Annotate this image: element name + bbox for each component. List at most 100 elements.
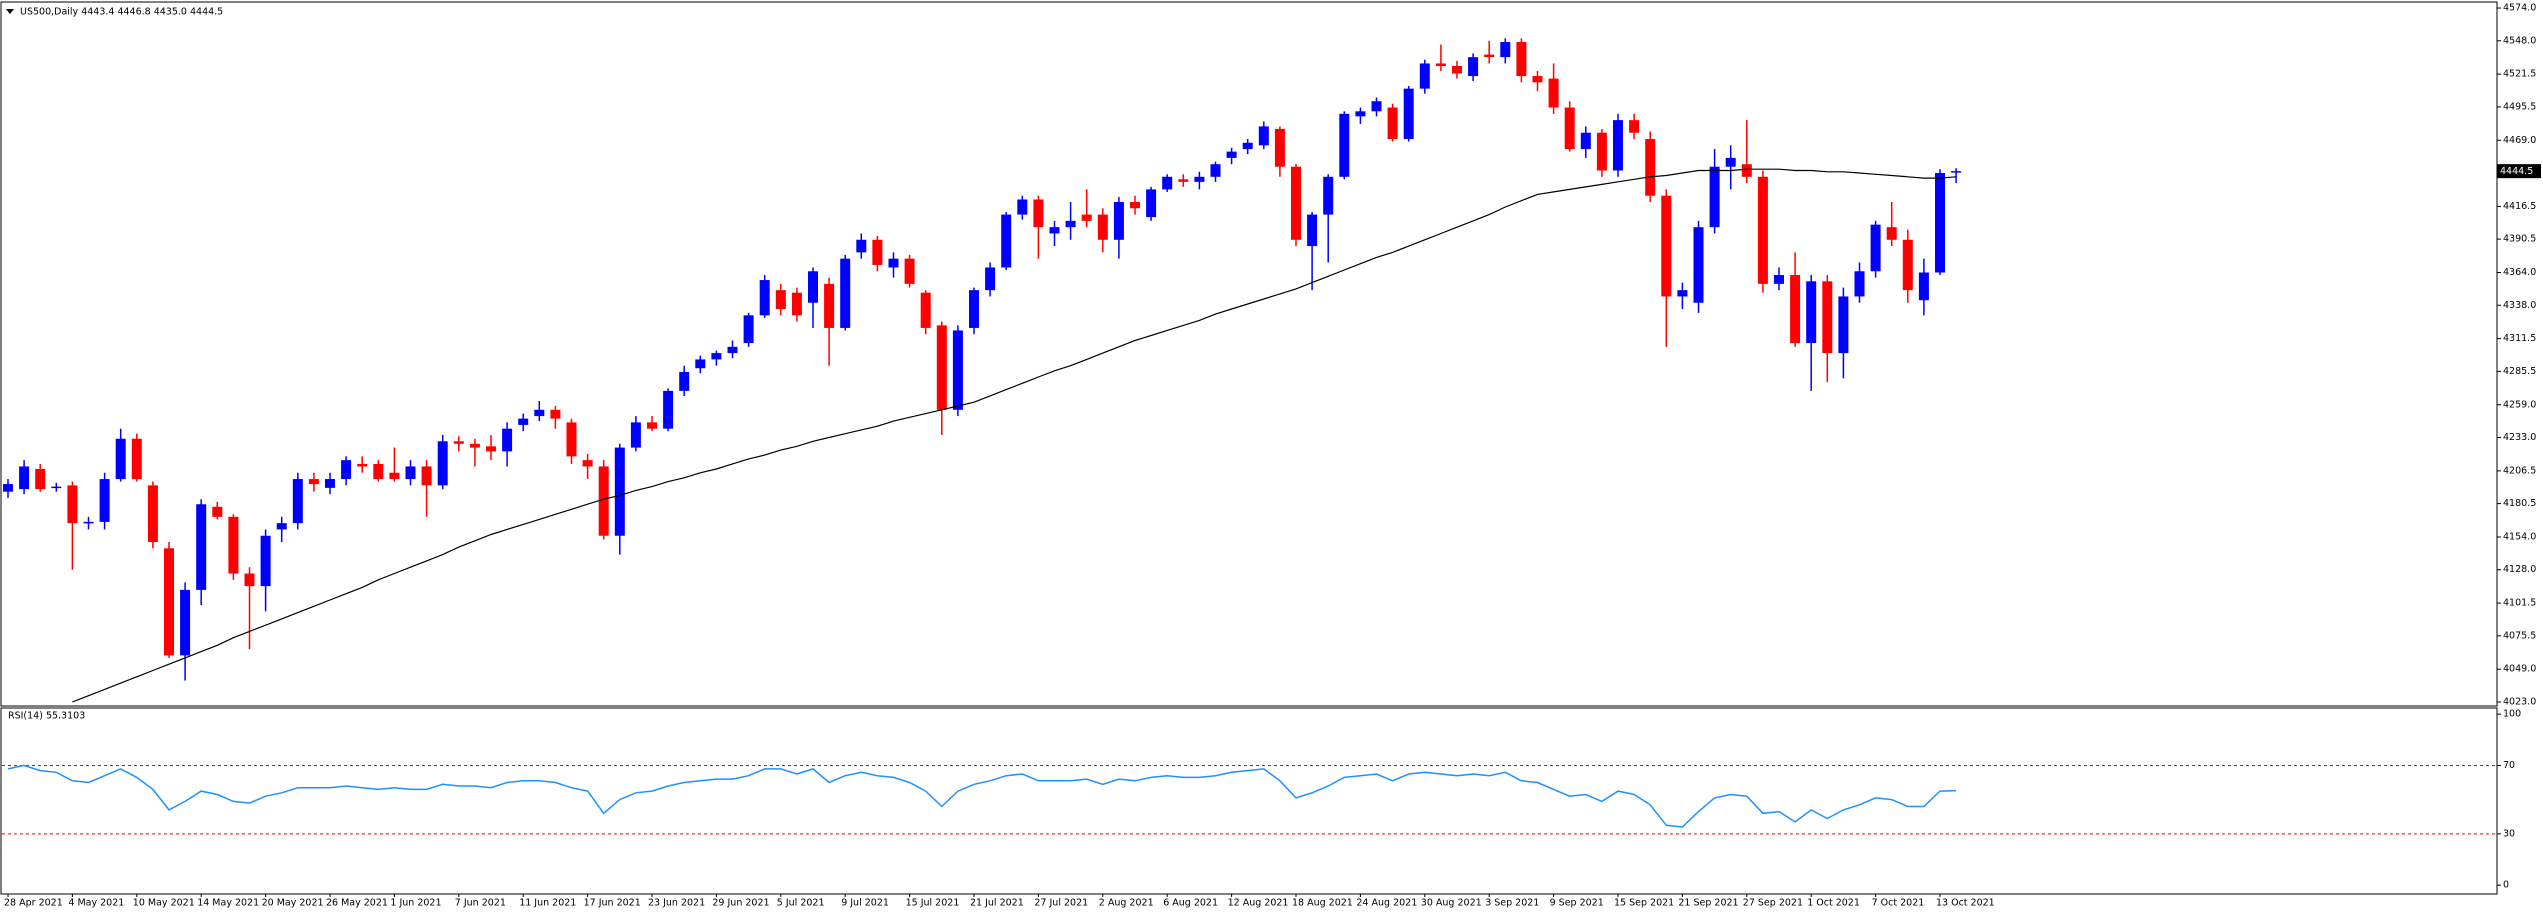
candle-body — [1162, 176, 1173, 190]
candle-body — [244, 573, 255, 587]
y-tick-label: 4023.0 — [2503, 696, 2536, 707]
candle-body — [1741, 164, 1752, 177]
candle-body — [920, 292, 931, 328]
candle-body — [1130, 201, 1140, 209]
candle-body — [1178, 179, 1189, 182]
candle-body — [1918, 272, 1929, 301]
candle-body — [83, 521, 94, 524]
candle-body — [1629, 120, 1640, 133]
candle-body — [341, 460, 352, 480]
candle-body — [1049, 227, 1060, 234]
candle-body — [1757, 176, 1768, 284]
x-tick-label: 1 Oct 2021 — [1807, 898, 1860, 909]
y-tick-label: 4206.5 — [2503, 465, 2536, 476]
candle-body — [1854, 271, 1865, 297]
candle-body — [1902, 239, 1913, 291]
candle-body — [1403, 88, 1414, 140]
candle-body — [1097, 214, 1108, 240]
candle-body — [115, 438, 126, 480]
candle-body — [695, 359, 706, 369]
candle-body — [1951, 171, 1962, 173]
y-tick-label: 4049.0 — [2503, 664, 2536, 675]
candle-body — [1677, 290, 1688, 297]
candle-body — [1226, 151, 1237, 158]
candle-body — [856, 239, 867, 253]
x-tick-label: 13 Oct 2021 — [1936, 898, 1995, 909]
candle-body — [3, 484, 13, 492]
x-tick-label: 15 Jul 2021 — [906, 898, 960, 909]
candle-body — [727, 346, 738, 354]
x-tick-label: 23 Jun 2021 — [648, 898, 705, 909]
candle-body — [486, 446, 496, 452]
chart-title: US500,Daily 4443.4 4446.8 4435.0 4444.5 — [20, 7, 223, 18]
y-tick-label: 30 — [2503, 828, 2515, 839]
x-tick-label: 10 May 2021 — [133, 898, 195, 909]
x-tick-label: 30 Aug 2021 — [1421, 898, 1482, 909]
candle-body — [308, 479, 319, 485]
y-tick-label: 4416.5 — [2503, 201, 2536, 212]
candle-body — [389, 472, 400, 480]
x-tick-label: 5 Jul 2021 — [777, 898, 825, 909]
x-tick-label: 9 Sep 2021 — [1550, 898, 1604, 909]
y-tick-label: 4128.0 — [2503, 564, 2536, 575]
candle-body — [1435, 63, 1446, 66]
x-tick-label: 11 Jun 2021 — [519, 898, 576, 909]
candle-body — [1291, 166, 1301, 240]
candle-body — [791, 292, 802, 316]
candle-body — [99, 479, 110, 522]
x-tick-label: 2 Aug 2021 — [1099, 898, 1154, 909]
y-tick-label: 4469.0 — [2503, 135, 2536, 146]
candle-body — [1774, 275, 1784, 284]
x-tick-label: 7 Jun 2021 — [455, 898, 506, 909]
candle-body — [1838, 296, 1849, 354]
y-tick-label: 4180.5 — [2503, 498, 2536, 509]
candle-body — [1339, 113, 1350, 177]
candle-body — [936, 325, 947, 410]
y-tick-label: 0 — [2503, 880, 2509, 891]
candle-body — [840, 258, 851, 328]
x-tick-label: 15 Sep 2021 — [1614, 898, 1674, 909]
candle-body — [1516, 42, 1527, 77]
candle-body — [19, 466, 30, 490]
candle-body — [1323, 176, 1334, 215]
candle-body — [421, 466, 432, 486]
rsi-title: RSI(14) 55.3103 — [8, 711, 85, 722]
candle-body — [1113, 201, 1124, 240]
candle-body — [711, 353, 722, 360]
candle-body — [904, 258, 915, 284]
candle-body — [1886, 227, 1897, 240]
x-tick-label: 21 Jul 2021 — [970, 898, 1024, 909]
x-tick-label: 21 Sep 2021 — [1678, 898, 1738, 909]
candle-body — [228, 516, 239, 574]
y-tick-label: 4364.0 — [2503, 267, 2536, 278]
y-tick-label: 4233.0 — [2503, 432, 2536, 443]
candle-body — [1258, 126, 1269, 146]
moving-average-line — [72, 168, 1957, 703]
candle-body — [1564, 107, 1575, 150]
candle-body — [196, 504, 207, 590]
y-tick-label: 70 — [2503, 760, 2515, 771]
candle-body — [1484, 54, 1495, 58]
x-tick-label: 20 May 2021 — [262, 898, 324, 909]
y-tick-label: 4101.5 — [2503, 598, 2536, 609]
candle-body — [1452, 65, 1462, 74]
candle-body — [469, 443, 480, 448]
candle-body — [1935, 173, 1945, 273]
candle-body — [1065, 220, 1076, 228]
candle-body — [373, 463, 384, 480]
candle-body — [647, 422, 657, 429]
candle-body — [1790, 275, 1801, 344]
candle-body — [1033, 199, 1044, 228]
candle-body — [1532, 76, 1543, 83]
candle-body — [1371, 101, 1382, 112]
y-tick-label: 4075.5 — [2503, 630, 2536, 641]
x-tick-label: 27 Sep 2021 — [1743, 898, 1803, 909]
candle-body — [325, 479, 335, 488]
candle-body — [566, 422, 577, 457]
x-tick-label: 12 Aug 2021 — [1228, 898, 1289, 909]
candle-body — [518, 418, 529, 425]
candle-body — [824, 283, 835, 328]
y-tick-label: 4390.5 — [2503, 234, 2536, 245]
